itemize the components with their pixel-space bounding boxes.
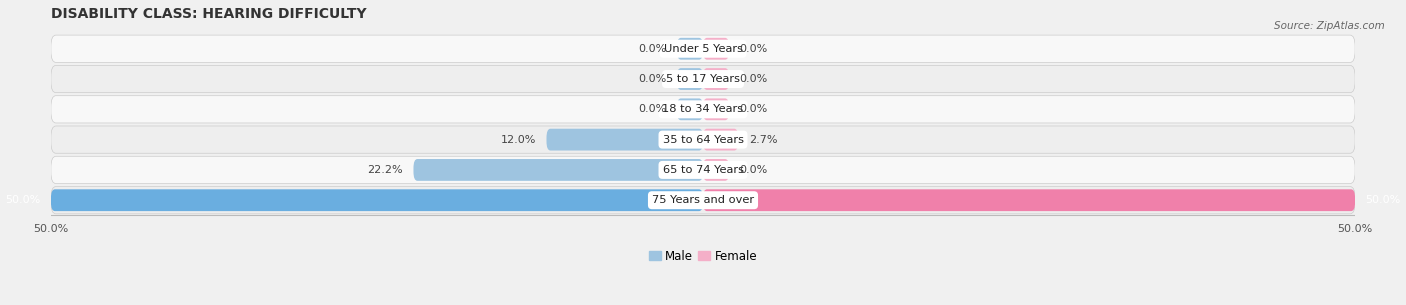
FancyBboxPatch shape bbox=[703, 38, 730, 60]
Text: 0.0%: 0.0% bbox=[638, 44, 666, 54]
Text: 12.0%: 12.0% bbox=[501, 135, 536, 145]
Text: 0.0%: 0.0% bbox=[638, 104, 666, 114]
FancyBboxPatch shape bbox=[703, 68, 730, 90]
FancyBboxPatch shape bbox=[676, 99, 703, 120]
Text: 0.0%: 0.0% bbox=[740, 104, 768, 114]
Text: Source: ZipAtlas.com: Source: ZipAtlas.com bbox=[1274, 21, 1385, 31]
FancyBboxPatch shape bbox=[703, 99, 730, 120]
Text: Under 5 Years: Under 5 Years bbox=[664, 44, 742, 54]
FancyBboxPatch shape bbox=[547, 129, 703, 151]
Text: 65 to 74 Years: 65 to 74 Years bbox=[662, 165, 744, 175]
FancyBboxPatch shape bbox=[51, 187, 1355, 214]
FancyBboxPatch shape bbox=[51, 189, 703, 211]
FancyBboxPatch shape bbox=[676, 68, 703, 90]
Text: 35 to 64 Years: 35 to 64 Years bbox=[662, 135, 744, 145]
Text: 2.7%: 2.7% bbox=[748, 135, 778, 145]
FancyBboxPatch shape bbox=[51, 65, 1355, 93]
FancyBboxPatch shape bbox=[51, 96, 1355, 123]
FancyBboxPatch shape bbox=[413, 159, 703, 181]
Text: 0.0%: 0.0% bbox=[638, 74, 666, 84]
Text: 22.2%: 22.2% bbox=[367, 165, 404, 175]
Text: 50.0%: 50.0% bbox=[1365, 195, 1400, 205]
Text: 50.0%: 50.0% bbox=[6, 195, 41, 205]
FancyBboxPatch shape bbox=[703, 159, 730, 181]
FancyBboxPatch shape bbox=[51, 156, 1355, 184]
Text: DISABILITY CLASS: HEARING DIFFICULTY: DISABILITY CLASS: HEARING DIFFICULTY bbox=[51, 7, 367, 21]
Text: 5 to 17 Years: 5 to 17 Years bbox=[666, 74, 740, 84]
Text: 0.0%: 0.0% bbox=[740, 165, 768, 175]
FancyBboxPatch shape bbox=[703, 189, 1355, 211]
Text: 0.0%: 0.0% bbox=[740, 44, 768, 54]
FancyBboxPatch shape bbox=[51, 35, 1355, 63]
Text: 75 Years and over: 75 Years and over bbox=[652, 195, 754, 205]
FancyBboxPatch shape bbox=[703, 129, 738, 151]
Text: 0.0%: 0.0% bbox=[740, 74, 768, 84]
FancyBboxPatch shape bbox=[51, 126, 1355, 153]
Text: 18 to 34 Years: 18 to 34 Years bbox=[662, 104, 744, 114]
FancyBboxPatch shape bbox=[676, 38, 703, 60]
Legend: Male, Female: Male, Female bbox=[644, 245, 762, 267]
